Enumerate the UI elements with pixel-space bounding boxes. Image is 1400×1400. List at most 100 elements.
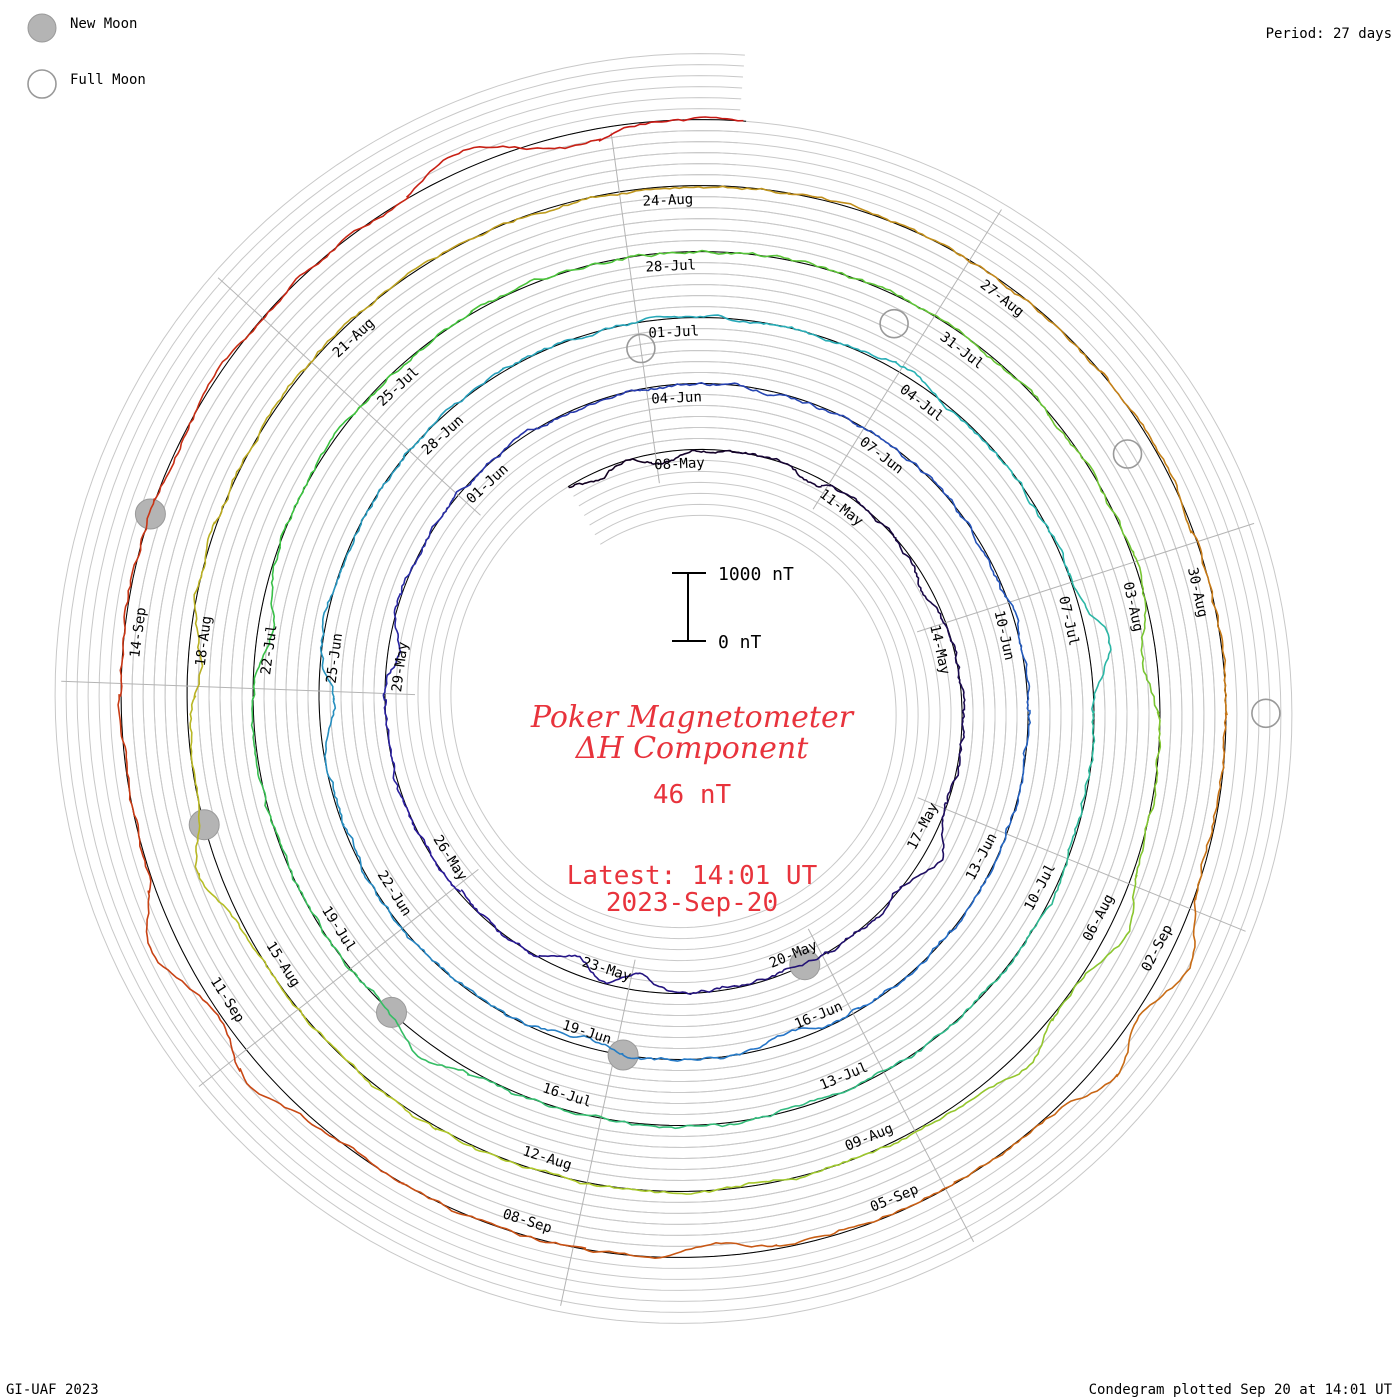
delta-h-segment xyxy=(1134,711,1162,878)
delta-h-segment xyxy=(405,138,602,198)
date-label: 19-Jun xyxy=(560,1017,613,1047)
delta-h-segment xyxy=(826,886,902,955)
date-label: 06-Aug xyxy=(1080,892,1118,944)
delta-h-segment xyxy=(145,890,241,1072)
delta-h-segment xyxy=(400,498,455,596)
delta-h-segment xyxy=(153,326,257,502)
delta-h-segment xyxy=(996,454,1070,576)
grid-line xyxy=(142,141,1205,1236)
date-label: 28-Jul xyxy=(645,257,696,275)
scale-top-label: 1000 nT xyxy=(718,564,794,585)
delta-h-segment xyxy=(405,933,507,1015)
delta-h-segment xyxy=(383,699,406,805)
delta-h-segment xyxy=(1003,595,1031,712)
delta-h-segment xyxy=(460,889,540,958)
delta-h-segment xyxy=(1051,874,1138,1022)
delta-h-segment xyxy=(535,389,641,430)
delta-h-segment xyxy=(403,802,462,893)
full-moon-marker xyxy=(626,333,656,364)
date-label: 10-Jul xyxy=(1022,861,1060,913)
delta-h-segment xyxy=(945,708,965,805)
date-spoke xyxy=(917,797,1246,932)
grid-line xyxy=(153,152,1194,1225)
scale-bar: 1000 nT 0 nT xyxy=(672,564,794,653)
new-moon-icon xyxy=(27,13,57,43)
delta-h-segment xyxy=(402,367,505,458)
new-moon-marker xyxy=(134,498,166,530)
delta-h-segment xyxy=(856,425,949,498)
delta-h-segment xyxy=(193,521,216,699)
delta-h-segment xyxy=(762,322,897,363)
date-label: 31-Jul xyxy=(937,329,987,372)
date-label: 01-Jul xyxy=(648,323,699,341)
date-label: 08-Sep xyxy=(501,1206,554,1236)
delta-h-segment xyxy=(774,1181,957,1247)
delta-h-segment xyxy=(354,974,470,1076)
delta-h-segment xyxy=(302,253,442,372)
delta-h-segment xyxy=(621,1050,747,1062)
delta-h-segment xyxy=(894,537,942,620)
full-moon-marker xyxy=(879,308,909,339)
delta-h-segment xyxy=(353,310,473,416)
delta-h-segment xyxy=(637,972,736,995)
new-moon-marker xyxy=(789,949,821,981)
current-value: 46 nT xyxy=(653,780,732,810)
date-label: 07-Jun xyxy=(856,434,906,477)
date-label: 14-Sep xyxy=(127,606,149,658)
delta-h-segment xyxy=(949,825,1010,933)
delta-h-segment xyxy=(119,498,156,697)
date-spoke xyxy=(61,680,416,696)
delta-h-segment xyxy=(743,1006,860,1053)
latest-date: 2023-Sep-20 xyxy=(606,888,778,918)
delta-h-segment xyxy=(595,1180,768,1195)
delta-h-segment xyxy=(434,1127,599,1188)
date-spoke xyxy=(198,869,479,1087)
credit-label: GI-UAF 2023 xyxy=(6,1382,99,1398)
delta-h-segment xyxy=(117,694,152,894)
date-label: 22-Jul xyxy=(258,624,280,676)
full-moon-marker xyxy=(1251,698,1281,729)
grid-line xyxy=(87,86,1260,1291)
delta-h-segment xyxy=(1067,710,1096,852)
delta-h-segment xyxy=(319,570,342,700)
delta-h-segment xyxy=(638,382,753,392)
delta-h-segment xyxy=(958,253,1103,374)
period-label: Period: 27 days xyxy=(1266,26,1392,42)
date-spoke xyxy=(610,132,660,484)
date-label: 29-May xyxy=(389,641,411,693)
full-moon-icon xyxy=(27,69,57,99)
delta-h-segment xyxy=(1132,550,1160,715)
delta-h-segment xyxy=(764,1125,926,1183)
date-label: 28-Jun xyxy=(419,413,467,459)
delta-h-segment xyxy=(925,309,1050,416)
date-label: 24-Aug xyxy=(642,192,693,210)
delta-h-segment xyxy=(451,427,538,501)
date-spokes xyxy=(61,132,1255,1306)
delta-h-segment xyxy=(250,696,283,848)
chart-title: Poker Magnetometer xyxy=(530,700,855,735)
date-label: 22-Jun xyxy=(374,868,415,919)
delta-h-segment xyxy=(213,368,306,525)
delta-h-segment xyxy=(1099,370,1192,534)
latest-time: Latest: 14:01 UT xyxy=(567,861,818,891)
delta-h-segment xyxy=(279,412,356,550)
delta-h-segment xyxy=(1115,897,1197,1078)
delta-h-series xyxy=(117,116,1228,1259)
moon-phase-markers xyxy=(134,308,1281,1071)
date-spoke xyxy=(217,277,481,516)
delta-h-segment xyxy=(189,695,201,877)
date-spoke xyxy=(807,928,975,1243)
delta-h-segment xyxy=(252,546,282,699)
delta-h-segment xyxy=(341,823,409,936)
legend-new-moon-label: New Moon xyxy=(70,16,137,32)
grid-line xyxy=(109,108,1238,1269)
date-label: 04-Jun xyxy=(651,389,702,407)
grid-line xyxy=(131,130,1216,1247)
delta-h-segment xyxy=(754,1065,893,1119)
legend: New Moon Full Moon xyxy=(27,13,146,99)
delta-h-segment xyxy=(583,1242,778,1259)
baseline-reference-spiral xyxy=(120,119,1227,1258)
delta-h-segment xyxy=(503,1013,624,1055)
delta-h-segment xyxy=(598,116,744,142)
delta-h-segment xyxy=(628,314,765,326)
